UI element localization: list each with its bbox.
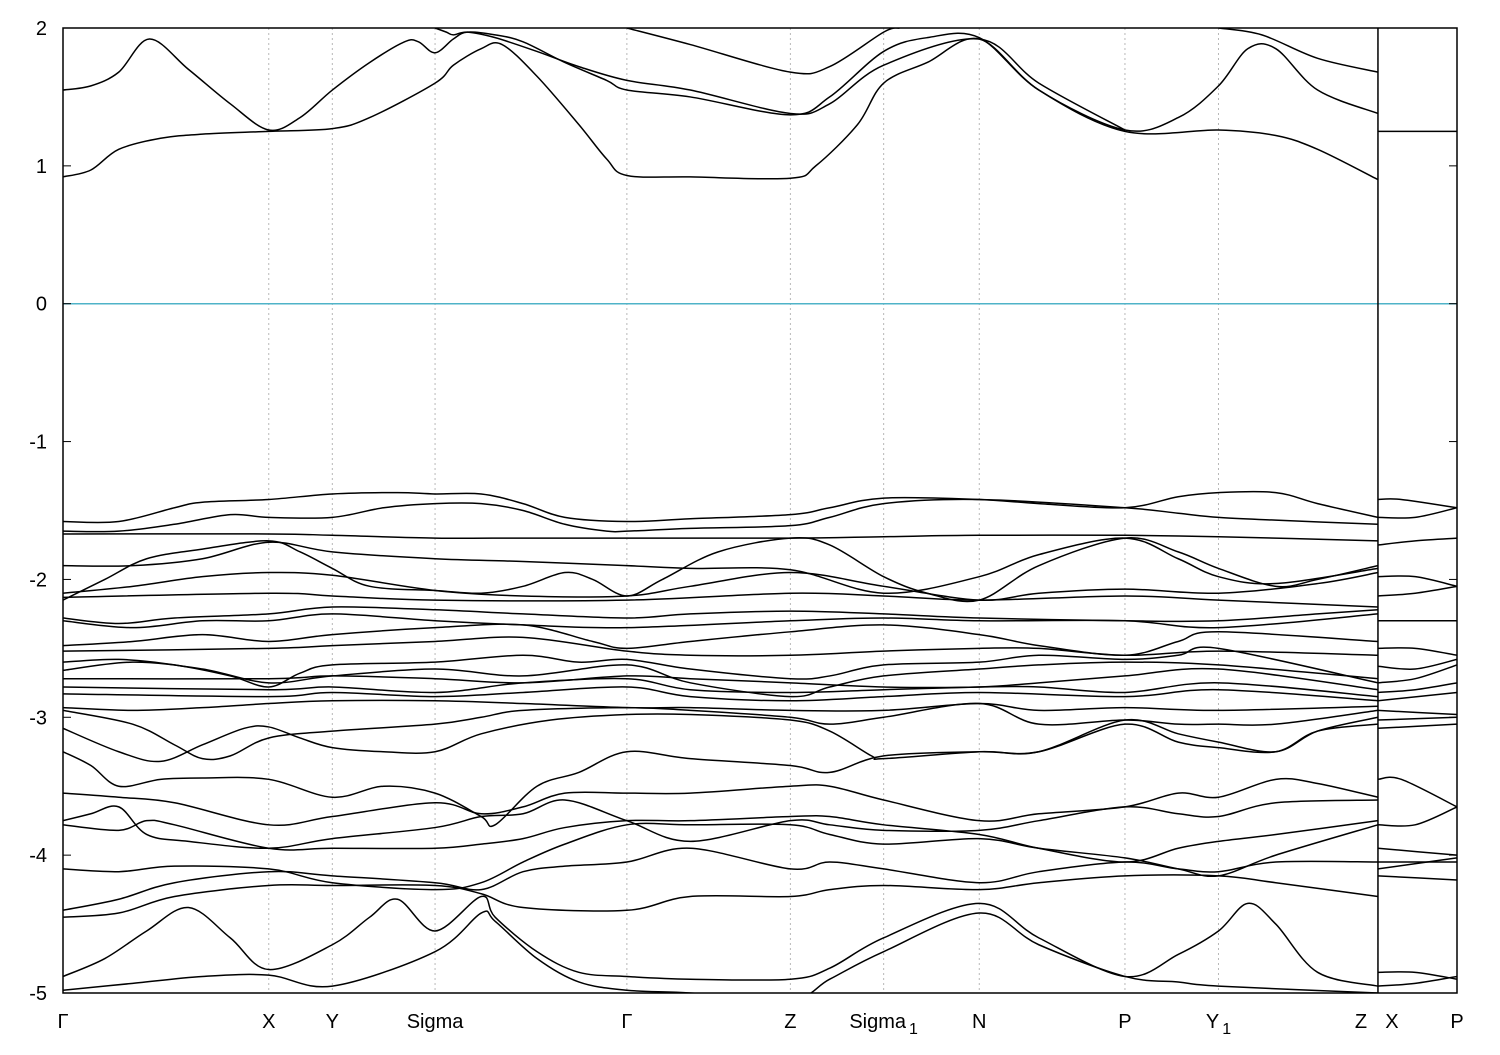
band-line-16 — [63, 623, 1379, 657]
band-line-26 — [63, 723, 1379, 828]
band-line-43 — [1377, 664, 1457, 684]
y-tick-label: -2 — [29, 569, 47, 591]
band-line-25 — [63, 713, 1379, 763]
band-line-49 — [1377, 776, 1457, 808]
band-line-17 — [63, 636, 1378, 657]
x-tick-label: Y — [326, 1011, 339, 1033]
band-line-44 — [1377, 682, 1457, 694]
band-line-41 — [1377, 647, 1457, 656]
frame-layer — [62, 27, 1458, 994]
band-line-5 — [1218, 28, 1379, 73]
band-line-7 — [63, 490, 1379, 524]
band-line-47 — [1377, 716, 1457, 721]
band-line-8 — [63, 498, 1378, 533]
band-line-3 — [434, 28, 1126, 131]
band-line-38 — [1377, 575, 1457, 588]
band-line-4 — [626, 28, 900, 75]
band-line-27 — [63, 777, 1379, 827]
band-line-22 — [63, 686, 1379, 702]
band-line-42 — [1377, 658, 1457, 671]
band-line-37 — [1377, 537, 1457, 546]
band-line-30 — [63, 822, 1379, 891]
band-line-10 — [63, 537, 1379, 603]
band-line-32 — [63, 874, 1379, 918]
x-tick-label: X — [262, 1011, 275, 1033]
x-tick-label: Sigma 1 — [849, 1011, 918, 1038]
band-line-9 — [63, 533, 1378, 542]
band-line-31 — [63, 847, 1378, 912]
band-line-2 — [63, 37, 1379, 181]
y-tick-label: -4 — [29, 845, 47, 867]
band-line-46 — [1377, 709, 1457, 716]
band-line-21 — [63, 677, 1379, 698]
x-axis-ticks: Γ X Y Sigma Γ Z Sigma 1 N P Y 1 Z X P — [57, 1011, 1463, 1038]
band-line-13 — [63, 592, 1378, 608]
band-line-50 — [1377, 806, 1457, 827]
x-tick-label: X — [1385, 1011, 1398, 1033]
band-line-12 — [63, 571, 1379, 601]
band-layer — [63, 28, 1457, 993]
band-line-51 — [1377, 847, 1457, 856]
band-line-28 — [63, 799, 1378, 850]
band-line-53 — [1377, 857, 1457, 870]
y-tick-label: 2 — [36, 18, 47, 40]
band-line-24 — [63, 702, 1379, 761]
x-tick-label: Γ — [621, 1011, 632, 1033]
band-line-23 — [63, 699, 1378, 712]
band-line-35 — [1377, 498, 1457, 509]
band-line-29 — [63, 815, 1379, 863]
band-line-11 — [63, 537, 1379, 594]
x-tick-label: P — [1118, 1011, 1131, 1033]
band-line-48 — [1377, 723, 1457, 730]
band-line-15 — [63, 613, 1379, 629]
band-line-14 — [63, 606, 1379, 625]
band-line-54 — [1377, 875, 1457, 881]
x-tick-label: N — [972, 1011, 986, 1033]
plot-frame — [62, 27, 1458, 994]
y-tick-label: -3 — [29, 707, 47, 729]
band-line-56 — [1377, 975, 1457, 987]
band-line-36 — [1377, 507, 1457, 519]
band-line-45 — [1377, 691, 1457, 702]
band-line-18 — [63, 646, 1379, 688]
band-line-34 — [63, 910, 1378, 993]
x-tick-label: Γ — [57, 1011, 68, 1033]
band-line-33 — [63, 895, 1379, 987]
band-line-1 — [63, 31, 1379, 132]
y-tick-label: -1 — [29, 432, 47, 454]
band-line-19 — [63, 661, 1379, 698]
y-tick-label: 0 — [36, 294, 47, 316]
y-tick-label: -5 — [29, 983, 47, 1005]
band-line-39 — [1377, 585, 1457, 597]
y-tick-label: 1 — [36, 156, 47, 178]
x-tick-label: Sigma — [407, 1011, 465, 1033]
x-tick-label: Z — [784, 1011, 796, 1033]
y-axis-ticks: 2 1 0 -1 -2 -3 -4 -5 — [29, 18, 1457, 1005]
x-tick-label: Z — [1355, 1011, 1367, 1033]
x-tick-label: P — [1450, 1011, 1463, 1033]
band-line-20 — [63, 667, 1379, 691]
